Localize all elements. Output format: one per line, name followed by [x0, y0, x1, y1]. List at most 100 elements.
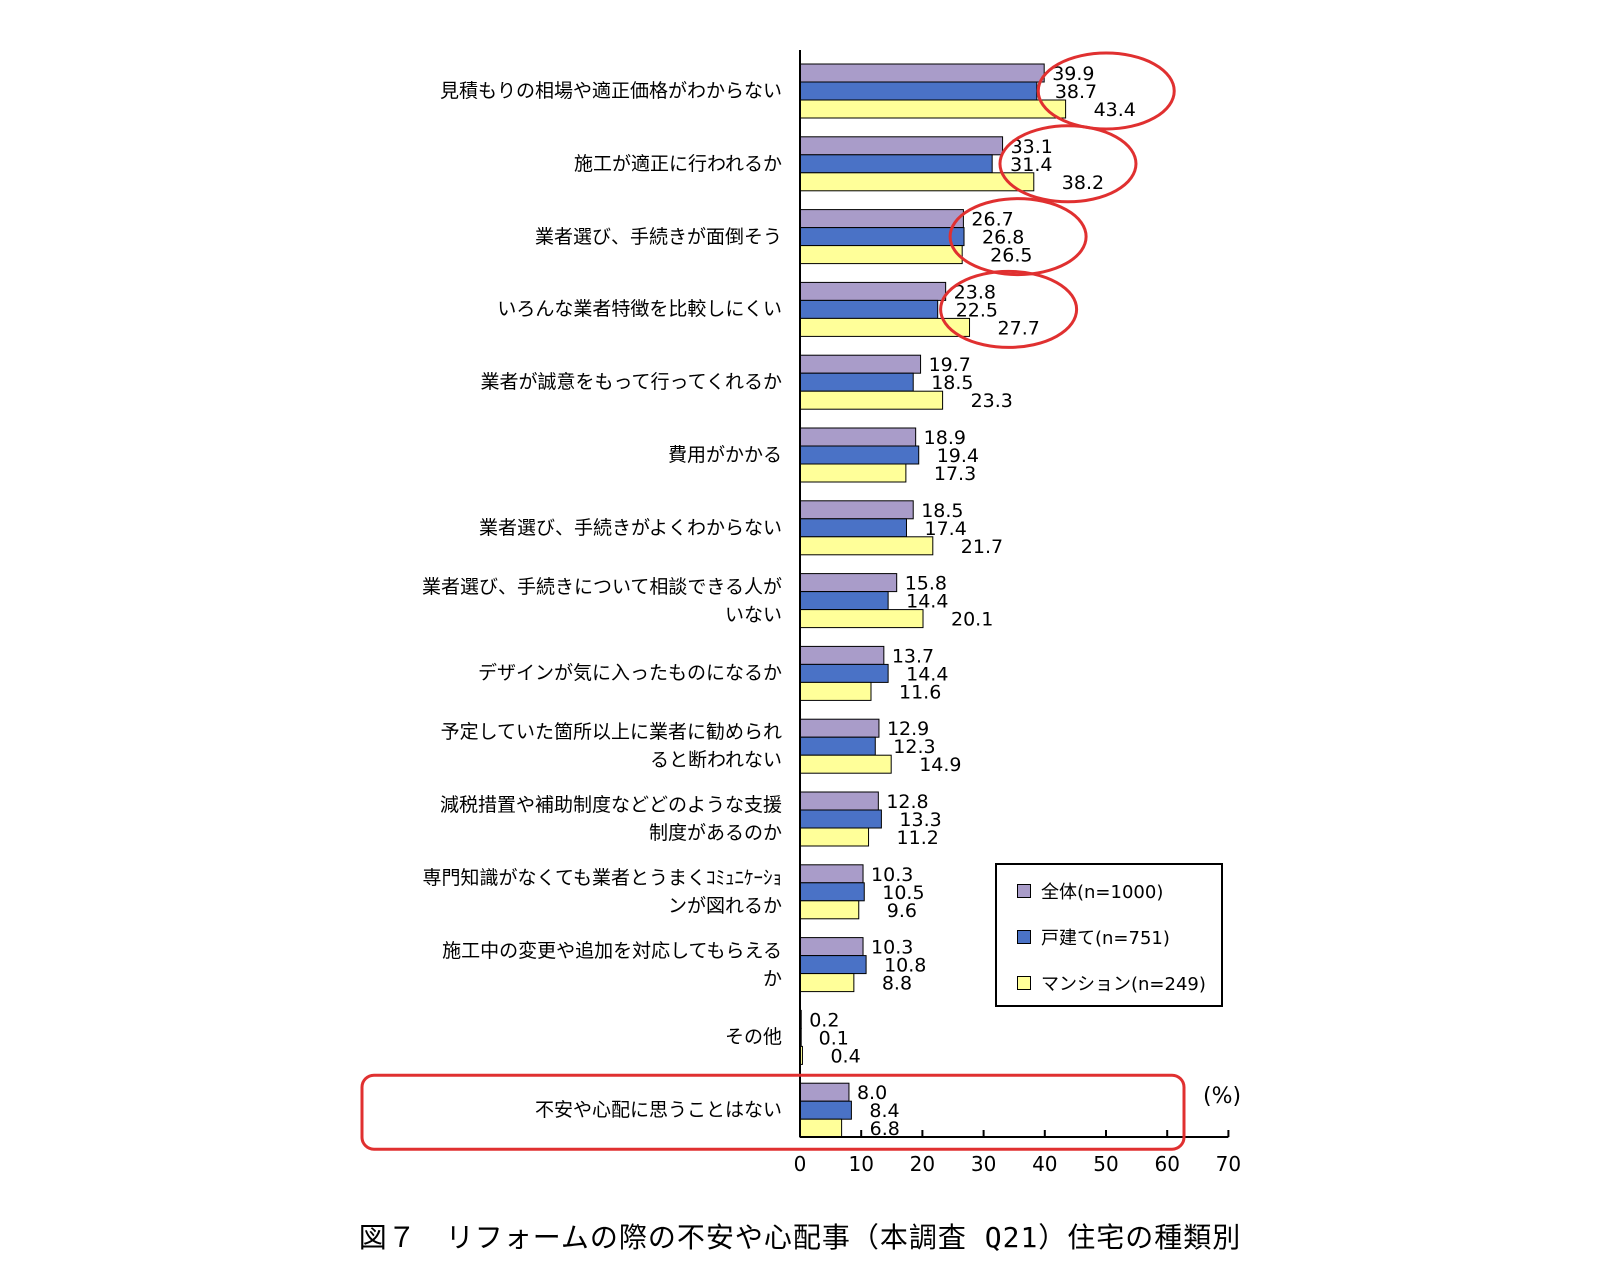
x-tick-label: 0 [794, 1152, 807, 1176]
bar-house [799, 1100, 852, 1120]
bar-house [799, 372, 914, 392]
category-label: 業者が誠意をもって行ってくれるか [480, 371, 782, 394]
highlight-box [360, 1073, 1186, 1151]
category-label: その他 [724, 1026, 782, 1049]
category-label: 業者選び、手続きがよくわからない [478, 516, 782, 539]
bar-mansion [799, 754, 892, 774]
unit-label: (%) [1203, 1084, 1242, 1109]
legend-swatch-all [1017, 884, 1031, 898]
data-label-house: 38.7 [1055, 81, 1097, 103]
bar-house [799, 227, 965, 247]
data-label-house: 31.4 [1010, 154, 1052, 176]
data-label-house: 14.4 [906, 591, 948, 613]
bar-mansion [799, 245, 963, 265]
x-tick-label: 50 [1093, 1152, 1118, 1176]
bar-house [799, 154, 993, 174]
bar-mansion [799, 463, 907, 483]
data-label-mansion: 14.9 [919, 754, 961, 776]
category-label: 専門知識がなくても業者とうまくｺﾐｭﾆｹｰｼｮ ンが図れるか [422, 866, 782, 917]
bar-house [799, 955, 867, 975]
bar-mansion [799, 1118, 843, 1138]
legend-item-all: 全体(n=1000) [1017, 877, 1163, 905]
data-label-house: 14.4 [906, 663, 948, 685]
bar-house [799, 809, 882, 829]
bar-all [799, 281, 947, 301]
bar-house [799, 299, 939, 319]
data-label-all: 18.9 [924, 427, 966, 449]
data-label-house: 10.5 [882, 882, 924, 904]
category-label: 見積もりの相場や適正価格がわからない [439, 80, 782, 102]
bar-house [799, 882, 865, 902]
data-label-mansion: 23.3 [971, 390, 1013, 412]
category-label: 施工中の変更や追加を対応してもらえる か [442, 939, 782, 990]
data-label-house: 10.8 [884, 955, 926, 977]
category-label: デザインが気に入ったものになるか [477, 662, 782, 685]
bar-all [799, 500, 914, 520]
x-tick-label: 60 [1154, 1152, 1179, 1176]
bar-house [799, 591, 889, 611]
bar-mansion [799, 827, 870, 847]
data-label-all: 12.8 [886, 791, 928, 813]
data-label-house: 18.5 [931, 372, 973, 394]
bar-mansion [799, 99, 1067, 119]
x-tick-label: 10 [848, 1152, 873, 1176]
bar-house [799, 518, 907, 538]
data-label-all: 15.8 [905, 573, 947, 595]
data-label-mansion: 27.7 [998, 317, 1040, 339]
data-label-all: 26.7 [971, 209, 1013, 231]
bar-all [799, 937, 864, 957]
bar-all [799, 573, 898, 593]
legend-item-mansion: マンション(n=249) [1017, 969, 1206, 997]
data-label-all: 10.3 [871, 864, 913, 886]
data-label-all: 10.3 [871, 937, 913, 959]
bar-all [799, 209, 964, 229]
category-label: 費用がかかる [667, 444, 782, 466]
data-label-all: 23.8 [954, 281, 996, 303]
data-label-mansion: 38.2 [1062, 172, 1104, 194]
highlight-ellipse [948, 197, 1088, 277]
legend-swatch-mansion [1017, 976, 1031, 990]
bar-all [799, 63, 1045, 83]
data-label-mansion: 11.2 [897, 827, 939, 849]
data-label-mansion: 6.8 [870, 1118, 900, 1140]
legend-item-house: 戸建て(n=751) [1017, 923, 1170, 951]
data-label-all: 18.5 [921, 500, 963, 522]
x-tick-label: 70 [1216, 1152, 1241, 1176]
bar-mansion [799, 536, 934, 556]
x-tick-label: 20 [910, 1152, 935, 1176]
data-label-all: 33.1 [1011, 136, 1053, 158]
data-label-all: 12.9 [887, 718, 929, 740]
data-label-house: 0.1 [819, 1027, 849, 1049]
legend-label-mansion: マンション(n=249) [1041, 974, 1206, 995]
data-label-house: 12.3 [893, 736, 935, 758]
data-label-mansion: 43.4 [1094, 99, 1136, 121]
data-label-mansion: 9.6 [887, 900, 917, 922]
bar-house [799, 663, 889, 683]
category-label: 予定していた箇所以上に業者に勧められ ると断われない [440, 721, 782, 772]
bar-all [799, 1082, 850, 1102]
bar-all [799, 427, 917, 447]
bar-house [799, 81, 1038, 101]
bar-all [799, 645, 885, 665]
data-label-mansion: 8.8 [882, 973, 912, 995]
highlight-ellipse [939, 269, 1079, 349]
legend: 全体(n=1000) 戸建て(n=751) マンション(n=249) [995, 863, 1223, 1007]
bar-mansion [799, 390, 944, 410]
category-label: いろんな業者特徴を比較しにくい [497, 298, 782, 321]
bar-mansion [799, 609, 924, 629]
category-label: 業者選び、手続きが面倒そう [534, 225, 782, 248]
bar-mansion [799, 973, 855, 993]
category-label: 業者選び、手続きについて相談できる人が いない [421, 575, 782, 626]
bar-mansion [799, 172, 1035, 192]
data-label-all: 8.0 [857, 1082, 887, 1104]
bar-house [799, 736, 876, 756]
data-label-house: 22.5 [956, 299, 998, 321]
data-label-mansion: 11.6 [899, 681, 941, 703]
data-label-mansion: 21.7 [961, 536, 1003, 558]
bar-all [799, 791, 879, 811]
category-label: 施工が適正に行われるか [573, 152, 782, 175]
highlight-ellipse [1036, 51, 1176, 131]
bar-mansion [799, 900, 860, 920]
x-tick-label: 40 [1032, 1152, 1057, 1176]
